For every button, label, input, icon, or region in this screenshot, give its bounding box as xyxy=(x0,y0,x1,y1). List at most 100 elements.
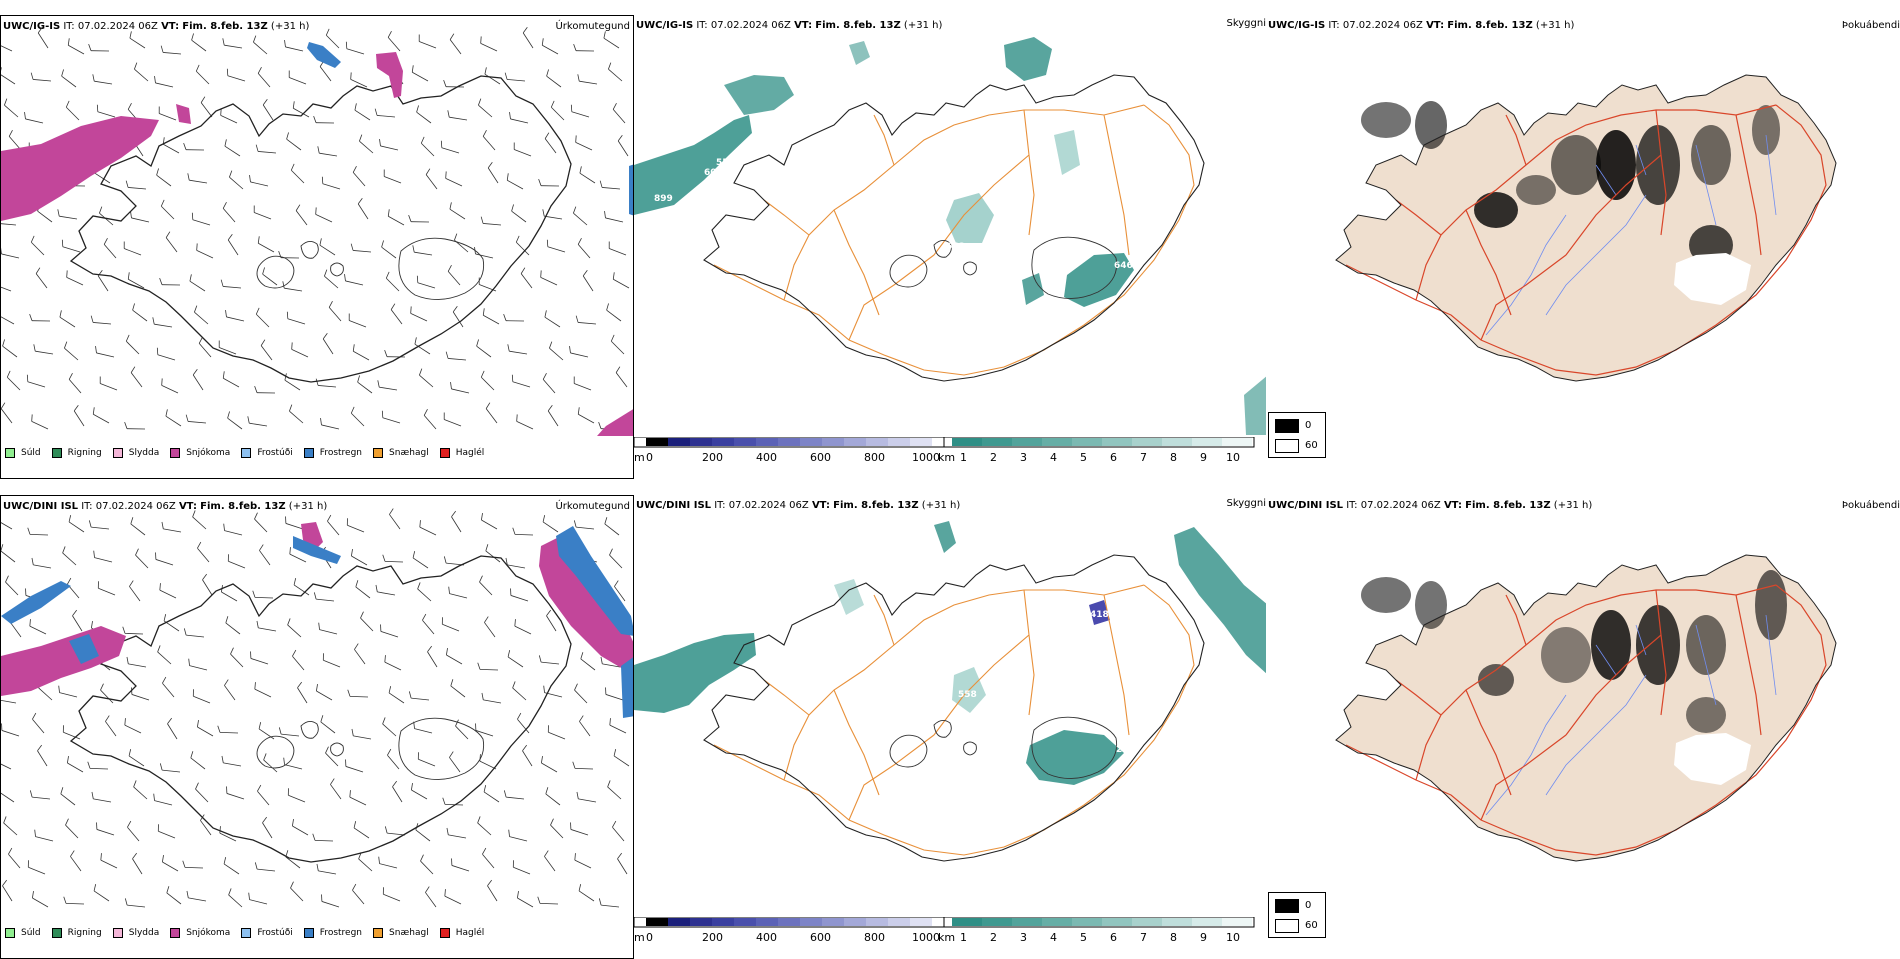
wind-barb-flag xyxy=(505,73,507,80)
vis-colorbar-km xyxy=(944,917,1268,931)
wind-barb xyxy=(513,382,530,387)
wind-barb xyxy=(602,187,620,189)
wind-barb xyxy=(127,905,145,907)
wind-barb xyxy=(477,346,491,357)
wind-barb xyxy=(224,45,242,48)
freezing-rain-area xyxy=(621,656,634,718)
wind-barb-flag xyxy=(484,785,486,792)
wind-barb xyxy=(442,148,459,153)
wind-barb xyxy=(448,835,466,838)
scale-tick: 800 xyxy=(864,451,885,464)
wind-barb-flag xyxy=(166,409,167,416)
wind-barb-flag xyxy=(446,171,447,178)
wind-barb xyxy=(67,277,83,285)
wind-barb-flag xyxy=(515,619,516,626)
wind-barb xyxy=(478,105,492,117)
wind-barb xyxy=(389,693,404,703)
wind-barb xyxy=(510,837,527,841)
wind-barb xyxy=(386,278,399,291)
wind-barb-flag xyxy=(316,207,317,214)
wind-barb-flag xyxy=(579,884,581,891)
wind-barb xyxy=(197,250,213,258)
wind-barb-flag xyxy=(89,520,91,527)
wind-barb-flag xyxy=(125,422,127,429)
wind-barb xyxy=(193,220,210,225)
legend-swatch xyxy=(52,928,62,938)
precip-legend: Súld Rigning Slydda Snjókoma Frostúði Fr… xyxy=(5,441,495,465)
wind-barb xyxy=(65,825,78,838)
wind-barb xyxy=(325,753,338,766)
legend-swatch xyxy=(373,448,383,458)
wind-barb-flag xyxy=(69,515,71,522)
wind-barb xyxy=(381,631,398,637)
wind-barb xyxy=(446,655,462,664)
wind-barb-flag xyxy=(318,146,319,153)
wind-barb xyxy=(351,413,364,426)
wind-barb-flag xyxy=(155,76,156,83)
wind-barb-flag xyxy=(294,578,296,585)
wind-barb-flag xyxy=(290,882,293,888)
wind-barb-flag xyxy=(543,209,544,216)
wind-barb xyxy=(36,837,53,841)
wind-barb xyxy=(578,244,590,258)
wind-barb-flag xyxy=(570,346,571,353)
wind-barb xyxy=(379,387,397,390)
wind-barb-flag xyxy=(202,574,206,580)
wind-barb-flag xyxy=(285,40,286,47)
road-network xyxy=(714,585,1194,855)
wind-barb-flag xyxy=(421,137,424,143)
wind-barb-flag xyxy=(356,580,358,587)
snow-area xyxy=(1,626,126,696)
wind-barb xyxy=(578,414,594,423)
wind-barb-flag xyxy=(221,280,223,287)
wind-barb-flag xyxy=(326,29,329,35)
wind-barb xyxy=(316,214,332,222)
wind-barb xyxy=(548,732,565,739)
wind-barb xyxy=(129,586,140,601)
wind-barb-flag xyxy=(253,591,255,598)
legend-item: Frostregn xyxy=(304,448,362,458)
wind-barb xyxy=(616,373,627,387)
wind-barb xyxy=(37,751,47,766)
wind-barb xyxy=(154,324,172,327)
wind-barb xyxy=(354,649,365,664)
wind-barb-flag xyxy=(67,578,70,584)
fog-map xyxy=(1266,15,1900,435)
wind-barb-flag xyxy=(130,31,131,38)
wind-barb-flag xyxy=(160,278,162,285)
wind-barb xyxy=(292,826,308,835)
wind-barb-flag xyxy=(573,207,575,214)
wind-barb-flag xyxy=(612,821,615,827)
wind-barb-flag xyxy=(389,686,391,693)
wind-barb xyxy=(1,223,16,225)
wind-barb xyxy=(450,209,465,219)
wind-barb-flag xyxy=(197,542,200,548)
vis-value: 609 xyxy=(704,168,723,178)
wind-barb xyxy=(196,71,209,84)
wind-barb xyxy=(59,216,77,219)
wind-barb-flag xyxy=(224,524,225,531)
wind-barb xyxy=(134,787,147,799)
wind-barb-flag xyxy=(258,236,259,243)
wind-barb xyxy=(329,307,341,321)
wind-barb xyxy=(449,757,460,772)
legend-item: Frostúði xyxy=(241,928,292,938)
legend-swatch xyxy=(304,928,314,938)
vis-value: 558 xyxy=(946,242,965,252)
wind-barb xyxy=(4,105,18,117)
wind-barb-flag xyxy=(453,306,457,312)
wind-barb-flag xyxy=(36,268,40,274)
legend-swatch xyxy=(5,448,15,458)
wind-barb-flag xyxy=(224,680,228,686)
legend-item: Frostregn xyxy=(304,928,362,938)
wind-barb xyxy=(412,72,428,81)
wind-barb xyxy=(101,860,117,868)
wind-barb-flag xyxy=(253,36,255,43)
wind-barb-flag xyxy=(449,752,453,758)
scale-tick: 6 xyxy=(1110,451,1117,464)
wind-barb-flag xyxy=(427,646,431,652)
vis-scale-km: km 1 2 3 4 5 6 7 8 9 10 xyxy=(944,437,1268,477)
wind-barb xyxy=(5,582,18,595)
wind-barb-flag xyxy=(28,528,30,535)
wind-barb xyxy=(324,276,338,288)
